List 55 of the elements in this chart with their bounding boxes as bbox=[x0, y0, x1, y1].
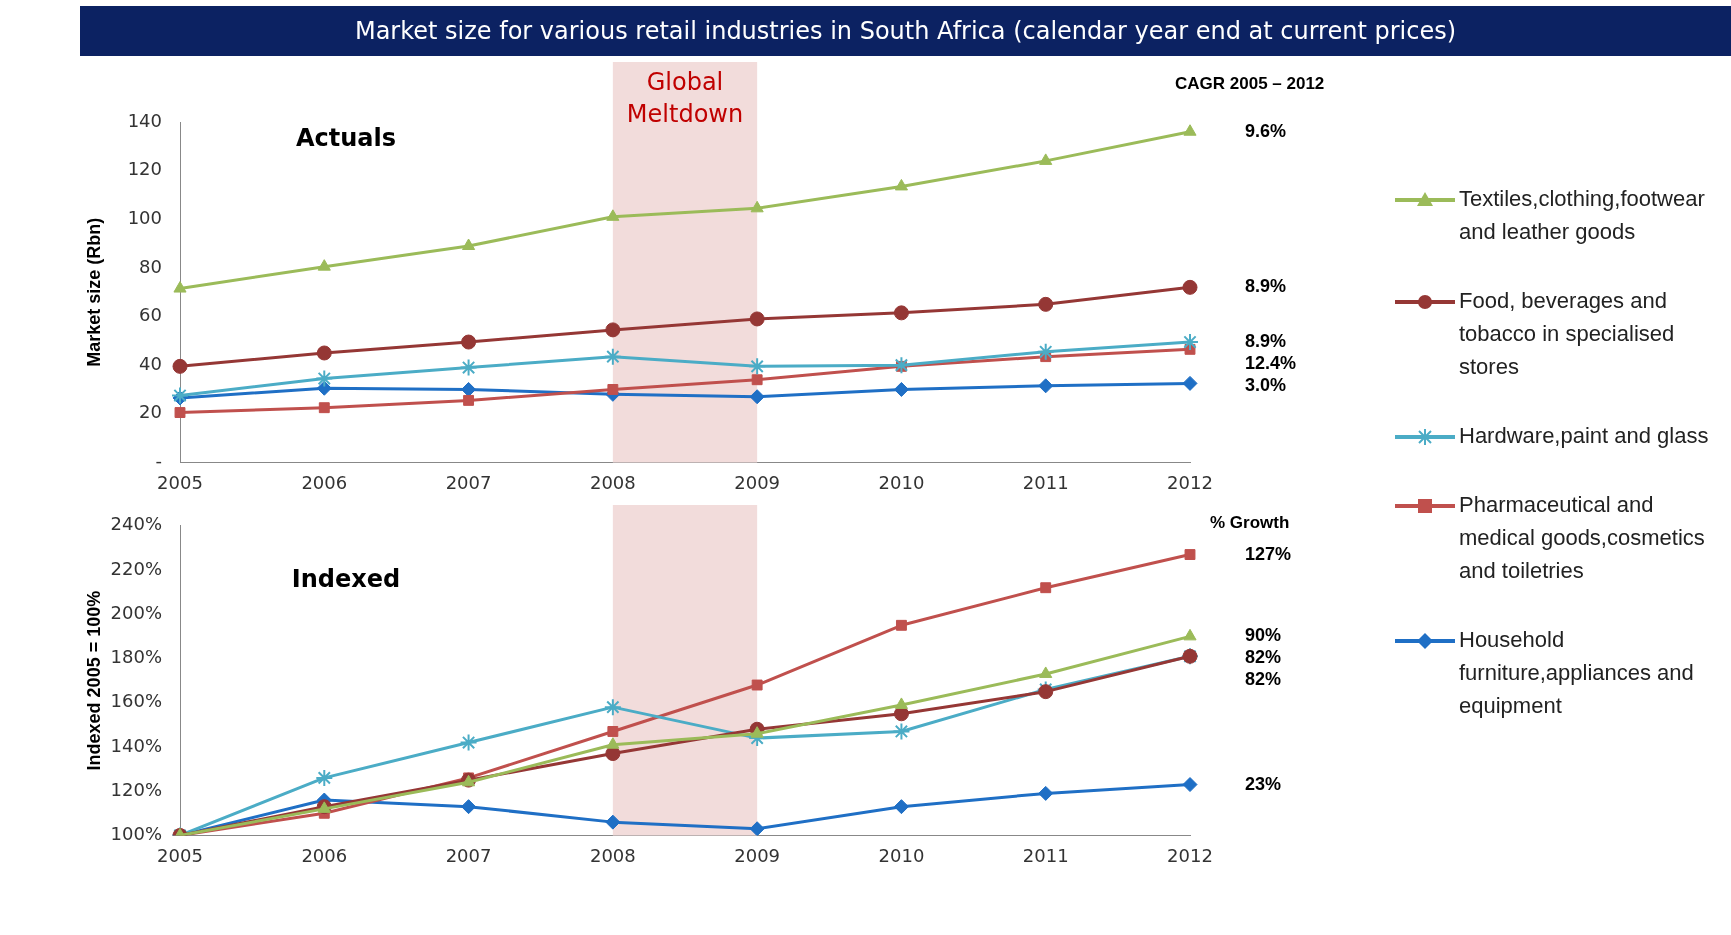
legend-label: Pharmaceutical and medical goods,cosmetics and toiletries bbox=[1459, 491, 1706, 585]
y-tick-label: 140% bbox=[110, 734, 162, 756]
x-tick-label: 2010 bbox=[878, 471, 925, 493]
y-tick-label: 80 bbox=[139, 255, 162, 277]
y-tick-label: - bbox=[155, 450, 162, 472]
legend-label: Food, beverages and tobacco in specialised stores bbox=[1459, 287, 1676, 381]
x-tick-label: 2012 bbox=[1167, 844, 1213, 866]
text: 23% bbox=[1245, 773, 1282, 794]
text: 82% bbox=[1245, 647, 1282, 668]
y-axis-title: Market size (Rbn) bbox=[83, 217, 104, 367]
y-tick-label: 160% bbox=[110, 690, 162, 712]
y-tick-label: 200% bbox=[110, 601, 162, 623]
x-tick-label: 2006 bbox=[301, 471, 348, 493]
y-tick-label: 100 bbox=[127, 206, 162, 228]
chart-title: Market size for various retail industries in South Africa (calendar year end at current prices) bbox=[80, 6, 1731, 56]
y-tick-label: 120% bbox=[110, 778, 162, 800]
x-tick-label: 2008 bbox=[589, 844, 636, 866]
x-tick-label: 2008 bbox=[589, 471, 636, 493]
x-tick-label: 2012 bbox=[1167, 471, 1213, 493]
y-tick-label: 40 bbox=[139, 352, 162, 374]
text: CAGR 2005 – 2012 bbox=[1175, 73, 1325, 93]
text: 12.4% bbox=[1245, 353, 1297, 374]
y-tick-label: 120 bbox=[127, 158, 162, 180]
y-axis-title: Indexed 2005 = 100% bbox=[83, 590, 104, 771]
x-tick-label: 2007 bbox=[445, 844, 492, 866]
text: 127% bbox=[1245, 543, 1292, 564]
x-tick-label: 2006 bbox=[301, 844, 348, 866]
y-tick-label: 220% bbox=[110, 557, 162, 579]
x-tick-label: 2007 bbox=[445, 471, 492, 493]
text: 8.9% bbox=[1245, 276, 1287, 297]
legend-label: Textiles,clothing,footwear and leather goods bbox=[1459, 185, 1706, 246]
y-tick-label: 100% bbox=[110, 823, 162, 845]
x-tick-label: 2005 bbox=[157, 471, 203, 493]
annotation: Indexed bbox=[291, 565, 401, 594]
text: 3.0% bbox=[1245, 375, 1287, 396]
x-tick-label: 2009 bbox=[734, 471, 781, 493]
x-tick-label: 2009 bbox=[734, 844, 781, 866]
y-tick-label: 180% bbox=[110, 646, 162, 668]
text: 8.9% bbox=[1245, 331, 1287, 352]
text: 82% bbox=[1245, 669, 1282, 690]
band-label: Global Meltdown bbox=[626, 68, 744, 129]
y-tick-label: 140 bbox=[127, 109, 162, 131]
text: 90% bbox=[1245, 625, 1282, 646]
text: 9.6% bbox=[1245, 120, 1287, 141]
annotation: Actuals bbox=[295, 124, 396, 153]
legend-label: Hardware,paint and glass bbox=[1459, 422, 1709, 450]
legend-label: Household furniture,appliances and equipment bbox=[1459, 626, 1695, 720]
y-tick-label: 240% bbox=[110, 513, 162, 535]
x-tick-label: 2005 bbox=[157, 844, 203, 866]
x-tick-label: 2011 bbox=[1022, 471, 1069, 493]
x-tick-label: 2011 bbox=[1022, 844, 1069, 866]
x-tick-label: 2010 bbox=[878, 844, 925, 866]
y-tick-label: 60 bbox=[139, 304, 162, 326]
text: % Growth bbox=[1210, 513, 1290, 533]
y-tick-label: 20 bbox=[139, 401, 162, 423]
